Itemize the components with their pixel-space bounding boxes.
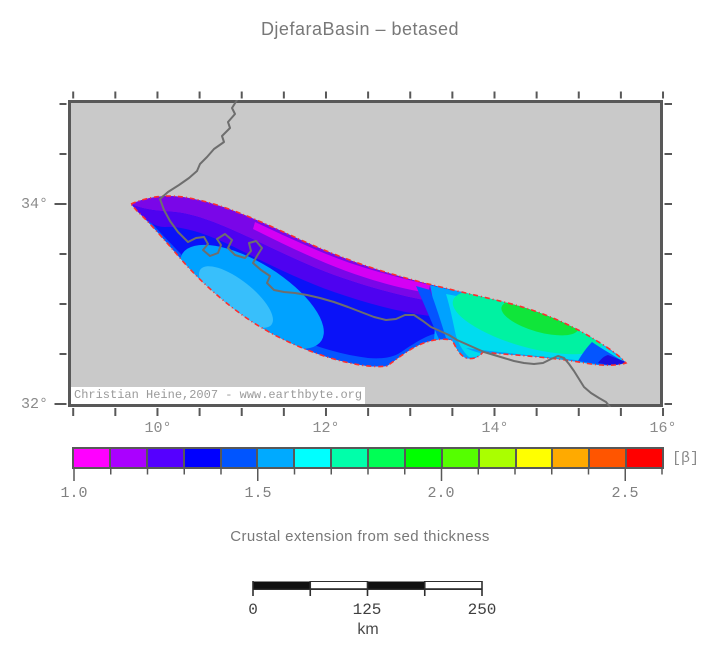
- zone-lobe-green-core: [501, 300, 579, 336]
- colorbar-swatch: [256, 449, 294, 467]
- colorbar-swatch: [367, 449, 404, 467]
- colorbar-ticks: [73, 469, 663, 481]
- y-axis-label-34: 34°: [20, 196, 48, 213]
- colorbar-swatch: [182, 449, 220, 467]
- colorbar-swatch: [588, 449, 626, 467]
- colorbar-label-2.0: 2.0: [427, 485, 455, 502]
- colorbar-swatch: [440, 449, 478, 467]
- colorbar-swatch: [514, 449, 552, 467]
- colorbar-label-1.5: 1.5: [244, 485, 272, 502]
- colorbar-swatch: [145, 449, 183, 467]
- colorbar-unit-label: [β]: [672, 450, 700, 467]
- scalebar-label-0: 0: [248, 601, 258, 619]
- colorbar-swatch: [625, 449, 662, 467]
- zone-violet-band: [131, 204, 434, 316]
- x-axis-label-16: 16°: [649, 420, 677, 437]
- colorbar-swatch: [403, 449, 441, 467]
- x-axis-label-10: 10°: [144, 420, 172, 437]
- colorbar-swatch: [477, 449, 515, 467]
- colorbar-swatch: [293, 449, 331, 467]
- basin-outline: [129, 195, 628, 368]
- figure-title: DjefaraBasin – betased: [260, 19, 460, 39]
- watermark: Christian Heine,2007 - www.earthbyte.org: [71, 387, 366, 404]
- scalebar-label-125: 125: [352, 601, 382, 619]
- zone-sky-light-core: [199, 266, 273, 328]
- colorbar-swatch: [108, 449, 146, 467]
- y-axis-label-32: 32°: [20, 396, 48, 413]
- colorbar-swatch: [330, 449, 367, 467]
- zone-magenta-streak: [253, 222, 430, 293]
- x-axis-label-12: 12°: [312, 420, 340, 437]
- colorbar-label-2.5: 2.5: [611, 485, 639, 502]
- scalebar-label-250: 250: [467, 601, 497, 619]
- colorbar-label-1.0: 1.0: [60, 485, 88, 502]
- scalebar-unit: km: [357, 621, 379, 638]
- axis-ticks: [54, 91, 672, 416]
- zone-tip-blue: [598, 355, 626, 366]
- colorbar-swatch: [74, 449, 109, 467]
- coastline: [159, 100, 611, 407]
- colorbar: [72, 447, 664, 469]
- colorbar-swatch: [219, 449, 257, 467]
- colorbar-swatch: [551, 449, 589, 467]
- figure-caption: Crustal extension from sed thickness: [230, 528, 490, 545]
- distance-scale-bar: [252, 581, 483, 596]
- zone-lobe-royal-west: [416, 286, 455, 348]
- x-axis-label-14: 14°: [481, 420, 509, 437]
